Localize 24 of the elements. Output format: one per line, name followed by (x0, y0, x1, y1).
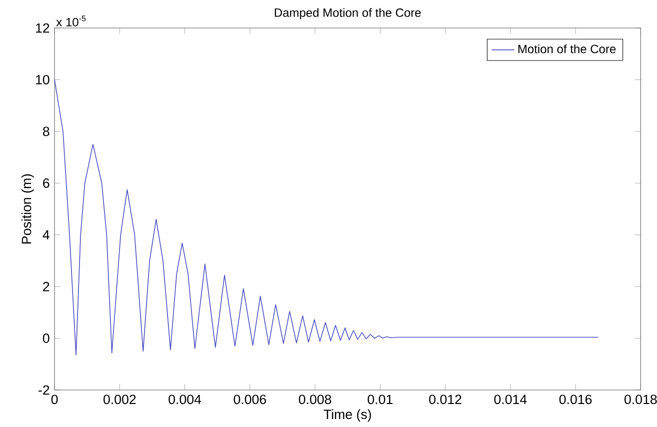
y-tick-label: 12 (36, 23, 50, 33)
x-tick-label: 0 (51, 394, 58, 404)
y-tick-label: 8 (43, 126, 50, 136)
x-tick-label: 0.016 (559, 394, 592, 404)
y-tick-label: 10 (36, 74, 50, 84)
y-tick-label: 4 (42, 230, 50, 240)
y-tick-label: 6 (43, 178, 50, 188)
y-tick-label: 2 (43, 282, 50, 292)
x-axis-title: Time (s) (324, 409, 371, 422)
x-tick-label: 0.008 (298, 394, 332, 404)
x-tick-label: 0.014 (494, 394, 527, 404)
x-tick-label: 0.004 (168, 394, 202, 404)
x-tick-label: 0.002 (104, 394, 136, 404)
text: x 10$^{-5}$ (56, 16, 86, 26)
chart-title: Damped Motion of the Core (274, 8, 421, 20)
y-tick-label: 0 (42, 334, 50, 343)
y-axis-title: Position (m) (21, 174, 34, 244)
x-tick-label: 0.012 (429, 394, 462, 404)
y-tick-label: -2 (38, 385, 50, 395)
x-tick-label: 0.01 (368, 394, 392, 404)
x-tick-label: 0.018 (624, 394, 657, 404)
legend-label: Motion of the Core (518, 44, 616, 54)
x-tick-label: 0.006 (234, 394, 266, 404)
line-series (54, 79, 599, 356)
